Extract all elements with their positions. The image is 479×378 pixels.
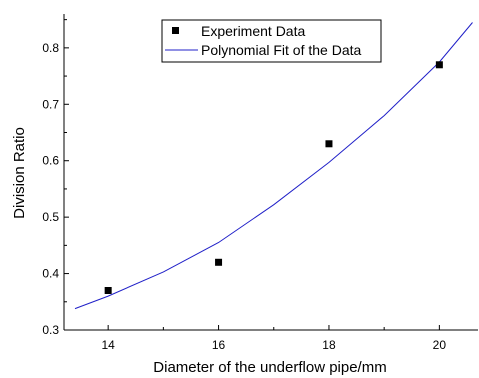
x-axis-title: Diameter of the underflow pipe/mm <box>153 359 386 376</box>
y-tick-label: 0.7 <box>42 97 59 111</box>
legend-label-polynomial-fit: Polynomial Fit of the Data <box>201 42 362 58</box>
data-point <box>215 258 223 266</box>
x-tick-label: 20 <box>433 338 447 352</box>
x-tick-label: 16 <box>212 338 226 352</box>
data-point <box>325 140 333 148</box>
data-point <box>435 61 443 69</box>
x-tick-label: 18 <box>322 338 336 352</box>
legend-marker-experiment-data <box>172 27 179 34</box>
y-tick-label: 0.5 <box>42 210 59 224</box>
x-tick-label: 14 <box>101 338 115 352</box>
plot-frame <box>63 14 478 331</box>
fit-line <box>74 22 473 310</box>
y-tick-label: 0.8 <box>42 41 59 55</box>
legend-box <box>161 19 382 63</box>
y-tick-label: 0.4 <box>42 267 59 281</box>
legend: Experiment Data Polynomial Fit of the Da… <box>161 19 382 63</box>
data-point <box>104 287 112 294</box>
series-layer <box>74 22 473 310</box>
x-axis-ticks: 14 16 18 20 <box>101 325 446 352</box>
y-axis-title: Division Ratio <box>11 127 28 219</box>
legend-label-experiment-data: Experiment Data <box>201 23 305 39</box>
y-tick-label: 0.3 <box>42 323 59 337</box>
y-axis-ticks: 0.3 0.4 0.5 0.6 0.7 0.8 <box>42 19 69 337</box>
y-tick-label: 0.6 <box>42 154 59 168</box>
